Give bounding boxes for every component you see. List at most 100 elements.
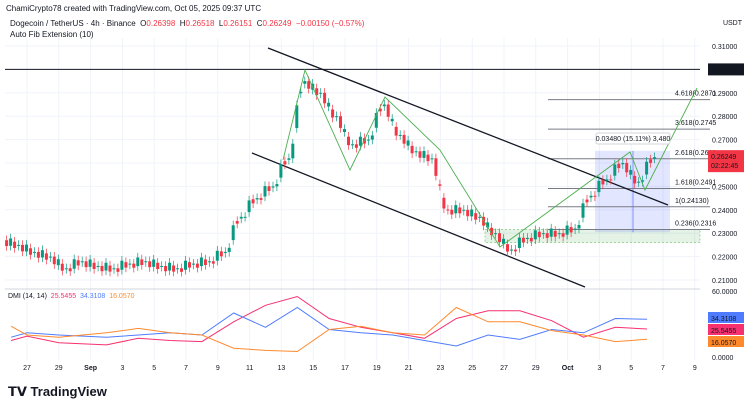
symbol-title[interactable]: Dogecoin / TetherUS · 4h · Binance [10, 19, 136, 28]
dmi-tick: 60.0000 [712, 289, 737, 296]
tradingview-logo[interactable]: 𝗧𝗩 TradingView [8, 384, 107, 400]
date-tick: 29 [532, 365, 540, 372]
candle-body [307, 81, 311, 89]
candle-body [533, 230, 537, 240]
candle-body [593, 195, 597, 197]
candle-body [247, 200, 251, 213]
candle-body [438, 184, 442, 186]
candle-body [144, 261, 148, 263]
candle-body [621, 163, 625, 165]
price-tick: 0.21000 [712, 278, 737, 285]
candle-body [370, 135, 374, 140]
candle-body [617, 163, 621, 169]
candle-body [315, 88, 319, 96]
candle-body [203, 259, 207, 266]
high-label: H [179, 19, 186, 28]
key-level-badge-text: 0.30000 [711, 67, 736, 74]
candle-body [486, 222, 490, 228]
countdown-text: 02:22:45 [711, 163, 738, 170]
dmi-title[interactable]: DMI (14, 14) [8, 293, 47, 300]
candle-body [577, 225, 581, 229]
candle-body [510, 249, 513, 251]
candle-body [56, 259, 60, 266]
candle-body [569, 227, 573, 233]
candle-body [291, 143, 295, 159]
candle-body [199, 257, 203, 267]
key-level-badge [708, 63, 744, 76]
candle-body [458, 207, 462, 214]
candle-body [29, 248, 32, 255]
candle-body [339, 116, 342, 128]
candle-body [434, 158, 438, 176]
candle-body [494, 233, 498, 235]
date-tick: Sep [84, 365, 97, 372]
candle-body [513, 249, 517, 252]
candle-body [450, 209, 454, 215]
date-tick: Oct [562, 365, 574, 372]
candle-body [211, 261, 215, 264]
candle-body [17, 244, 21, 246]
price-tick: 0.28000 [712, 114, 737, 121]
fib-label: 4.618(0.2871 [675, 91, 716, 98]
candle-body [192, 263, 195, 265]
candle-body [44, 253, 48, 260]
candle-body [354, 144, 358, 148]
credit-text: ChamiCrypto78 created with TradingView.c… [6, 4, 262, 13]
candle-body [116, 268, 120, 272]
candle-body [613, 164, 617, 176]
candle-body [347, 136, 350, 146]
close-value: 0.26249 [262, 19, 292, 28]
candle-body [327, 102, 331, 107]
candle-body [275, 184, 279, 187]
candle-body [68, 268, 72, 272]
candle-body [506, 244, 509, 252]
candle-body [243, 216, 247, 218]
candle-body [168, 262, 172, 271]
dmi-line [10, 306, 648, 347]
candle-body [96, 265, 100, 267]
candle-body [132, 263, 136, 268]
candle-body [426, 154, 430, 162]
dmi-badge [708, 336, 744, 347]
candle-body [565, 225, 569, 235]
fib-label: 1(0.24130) [675, 198, 709, 205]
candle-body [462, 209, 466, 211]
price-tick: 0.25000 [712, 184, 737, 191]
candle-body [653, 157, 657, 159]
low-value: 0.26151 [223, 19, 253, 28]
minus-di-value: 16.0570 [109, 293, 135, 300]
candle-body [108, 265, 112, 272]
candle-body [402, 134, 406, 144]
candle-body [136, 257, 140, 267]
date-tick: 17 [341, 365, 349, 372]
candle-body [251, 199, 255, 204]
date-tick: 23 [437, 365, 445, 372]
open-label: O [140, 19, 147, 28]
candle-body [645, 161, 649, 175]
candle-body [303, 81, 307, 84]
candle-body [466, 209, 470, 217]
candle-body [498, 233, 501, 242]
candle-body [259, 198, 263, 200]
candle-body [490, 227, 494, 236]
candle-body [100, 265, 104, 272]
low-label: L [218, 19, 224, 28]
indicator-name[interactable]: Auto Fib Extension (10) [10, 30, 94, 39]
candle-body [207, 261, 211, 263]
price-tick: 0.23000 [712, 231, 737, 238]
candle-body [184, 260, 187, 270]
candle-body [72, 259, 76, 269]
candle-body [48, 256, 52, 258]
candle-body [529, 237, 533, 242]
candle-body [263, 186, 267, 197]
date-tick: 11 [246, 365, 253, 372]
candle-body [394, 126, 398, 136]
candle-body [227, 247, 231, 252]
change-value: −0.00150 (−0.57%) [295, 19, 365, 28]
plus-di-value: 34.3108 [80, 293, 106, 300]
candle-body [398, 134, 402, 136]
candle-body [176, 268, 180, 270]
fib-label: 3.618(0.2745 [675, 120, 716, 127]
